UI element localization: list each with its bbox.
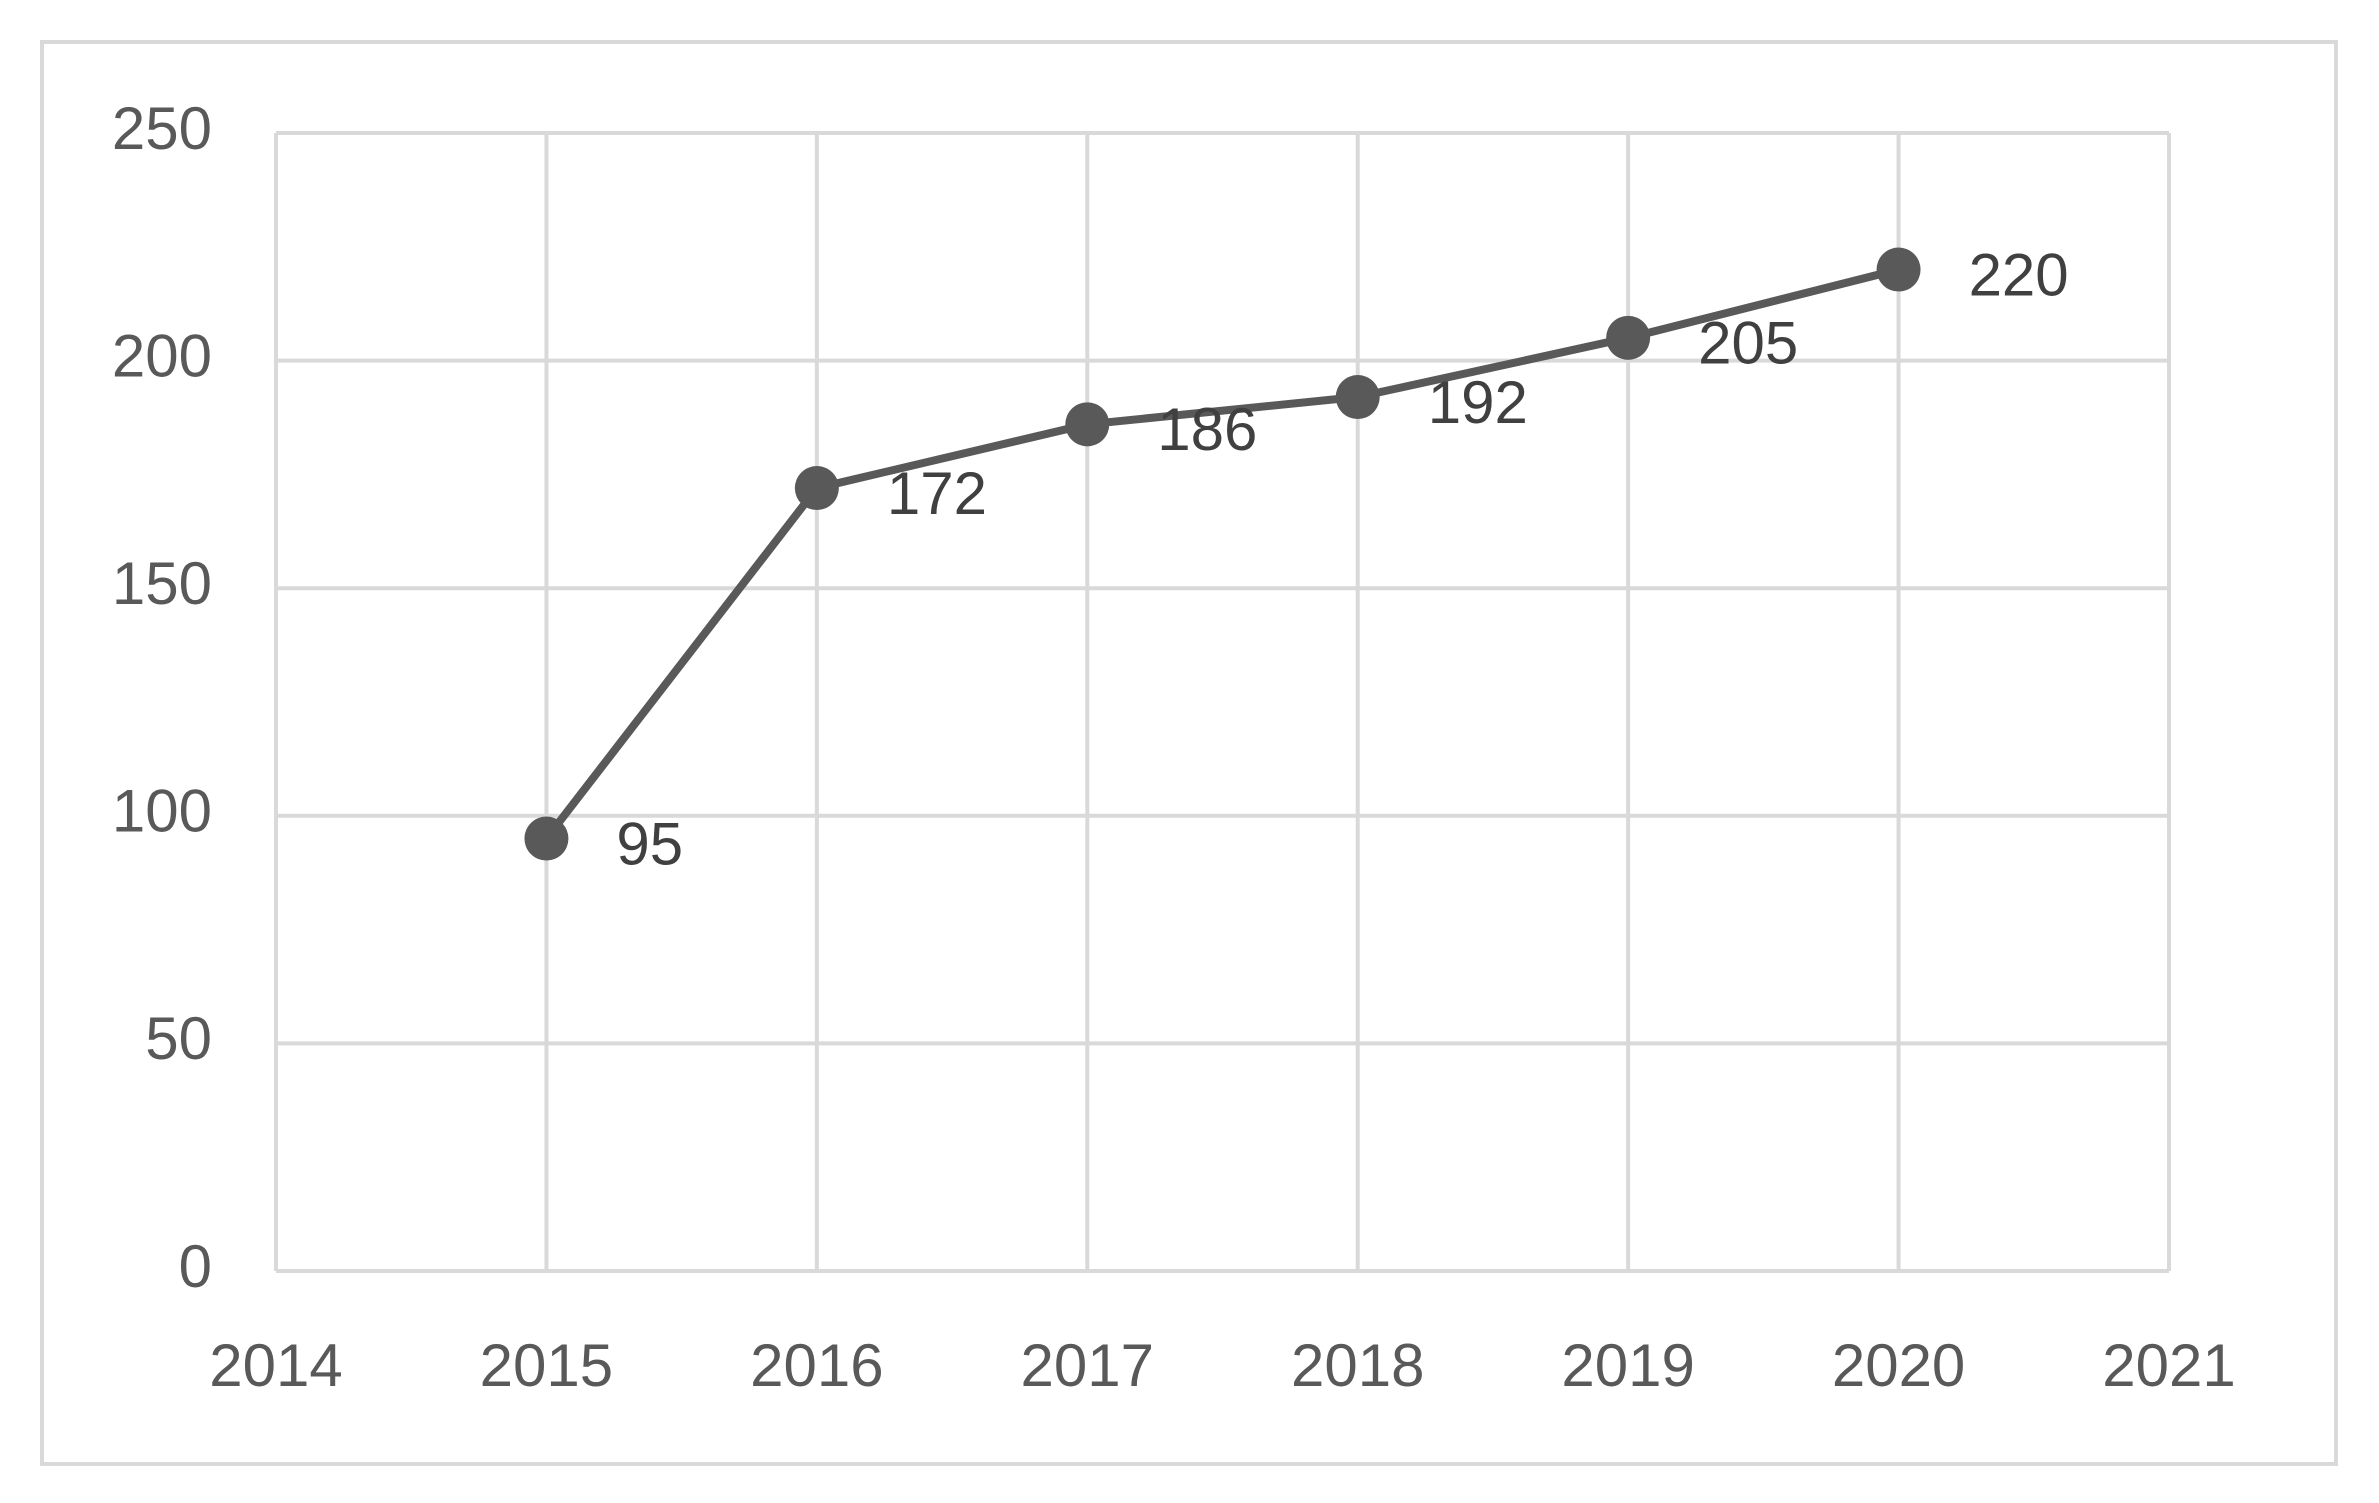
data-label: 205 xyxy=(1698,310,1798,377)
data-point xyxy=(1876,247,1921,292)
y-tick-label: 150 xyxy=(112,550,212,617)
data-label: 220 xyxy=(1969,241,2069,308)
x-tick-label: 2014 xyxy=(209,1332,342,1399)
y-tick-label: 200 xyxy=(112,322,212,389)
x-tick-label: 2017 xyxy=(1021,1332,1154,1399)
x-tick-label: 2020 xyxy=(1832,1332,1965,1399)
data-point xyxy=(1335,375,1380,420)
x-tick-label: 2018 xyxy=(1291,1332,1424,1399)
series-line xyxy=(543,265,1900,842)
data-label: 192 xyxy=(1428,369,1528,436)
data-label: 172 xyxy=(887,460,987,527)
x-tick-label: 2015 xyxy=(480,1332,613,1399)
data-point xyxy=(1065,402,1110,447)
y-tick-label: 100 xyxy=(112,778,212,845)
data-label: 186 xyxy=(1157,396,1257,463)
chart-frame xyxy=(40,40,2338,1466)
data-point xyxy=(524,816,569,861)
y-tick-label: 50 xyxy=(145,1005,212,1072)
data-point xyxy=(794,466,839,511)
y-tick-label: 250 xyxy=(112,95,212,162)
x-tick-label: 2019 xyxy=(1561,1332,1694,1399)
y-tick-label: 0 xyxy=(179,1233,212,1300)
x-tick-label: 2021 xyxy=(2102,1332,2235,1399)
data-point xyxy=(1606,315,1651,360)
data-label: 95 xyxy=(616,810,683,877)
x-tick-label: 2016 xyxy=(750,1332,883,1399)
